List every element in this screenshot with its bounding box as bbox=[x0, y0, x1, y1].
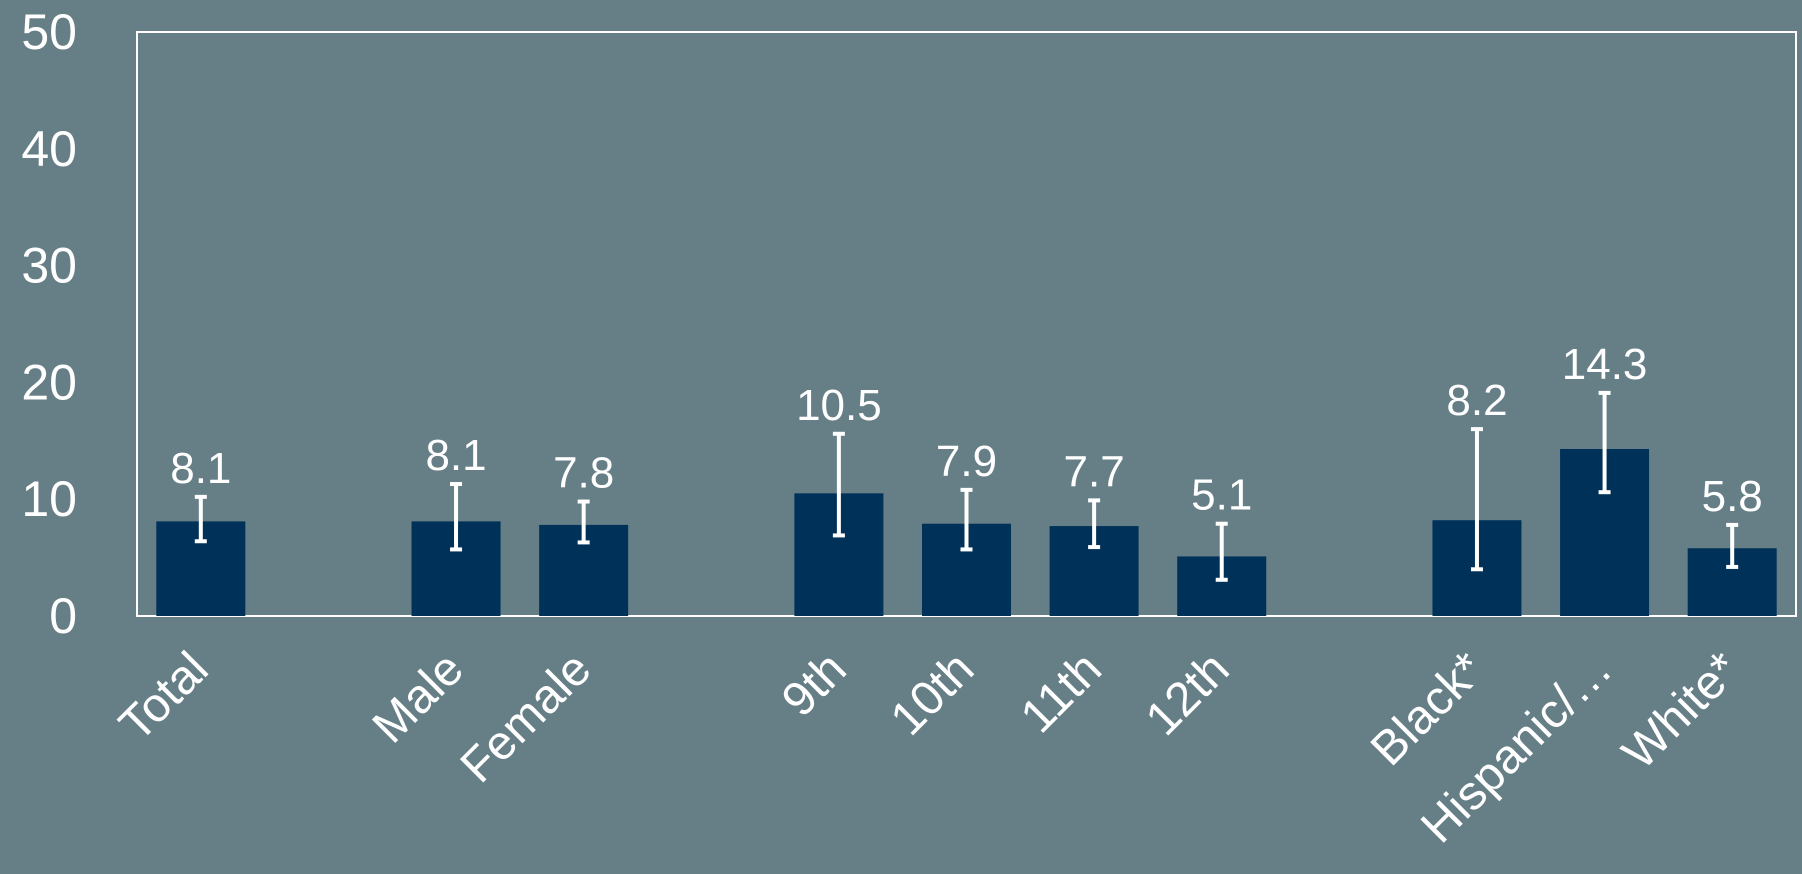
x-tick-label: 9th bbox=[772, 642, 857, 727]
y-tick-label: 0 bbox=[49, 588, 77, 644]
data-label: 5.8 bbox=[1702, 472, 1763, 521]
data-label: 8.1 bbox=[425, 431, 486, 480]
data-label: 14.3 bbox=[1562, 340, 1648, 389]
data-label: 7.7 bbox=[1064, 447, 1125, 496]
x-tick-label: Male bbox=[363, 642, 474, 753]
data-label: 7.8 bbox=[553, 449, 614, 498]
x-tick-label: Female bbox=[451, 642, 602, 793]
data-label: 5.1 bbox=[1191, 471, 1252, 520]
data-label: 8.1 bbox=[170, 444, 231, 493]
y-tick-label: 30 bbox=[21, 238, 77, 294]
x-tick-label: White* bbox=[1613, 642, 1750, 779]
data-label: 10.5 bbox=[796, 381, 882, 430]
x-tick-label: 12th bbox=[1136, 642, 1240, 746]
y-tick-label: 40 bbox=[21, 121, 77, 177]
x-tick-label: 11th bbox=[1011, 642, 1112, 743]
x-tick-label: 10th bbox=[881, 642, 985, 746]
data-label: 7.9 bbox=[936, 437, 997, 486]
y-tick-label: 10 bbox=[21, 471, 77, 527]
x-tick-label: Total bbox=[109, 642, 218, 751]
y-tick-label: 50 bbox=[21, 4, 77, 60]
y-tick-label: 20 bbox=[21, 354, 77, 410]
data-label: 8.2 bbox=[1446, 376, 1507, 425]
